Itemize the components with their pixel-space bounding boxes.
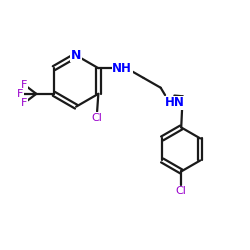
Text: NH: NH [112,62,132,75]
Text: F: F [21,80,27,90]
Text: HN: HN [165,96,185,109]
Text: N: N [71,49,81,62]
Text: F: F [21,98,27,108]
Text: F: F [17,89,24,99]
Text: Cl: Cl [176,186,187,196]
Text: Cl: Cl [92,113,102,123]
